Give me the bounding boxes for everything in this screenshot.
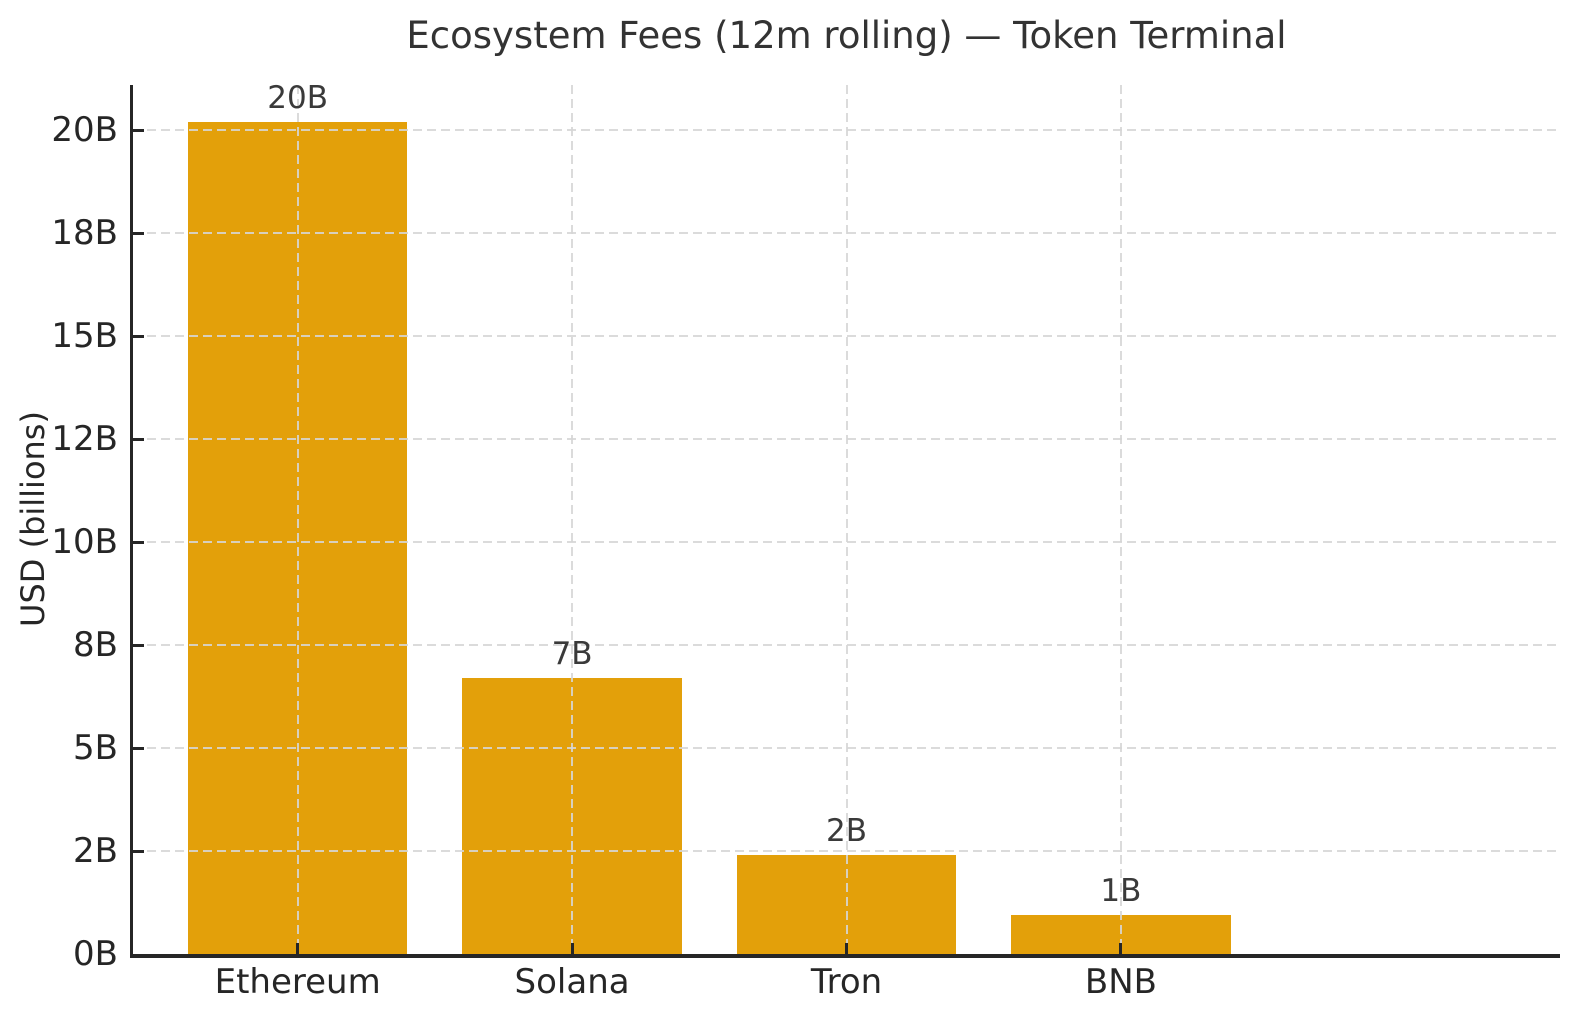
y-tick-mark bbox=[133, 437, 144, 441]
bar-value-label: 20B bbox=[267, 80, 328, 117]
y-tick-mark bbox=[133, 849, 144, 853]
y-tick-mark bbox=[133, 643, 144, 647]
vertical-gridline bbox=[296, 85, 299, 954]
x-tick-label: Tron bbox=[810, 962, 883, 1002]
vertical-gridline bbox=[845, 85, 848, 954]
x-tick-label: Solana bbox=[514, 962, 630, 1002]
y-tick-mark bbox=[133, 540, 144, 544]
x-tick-mark bbox=[570, 943, 574, 954]
x-tick-label: BNB bbox=[1084, 962, 1157, 1002]
bar-value-label: 2B bbox=[826, 813, 867, 850]
y-axis-spine bbox=[129, 85, 133, 957]
chart-title: Ecosystem Fees (12m rolling) — Token Ter… bbox=[406, 14, 1287, 57]
y-tick-label: 5B bbox=[73, 728, 118, 769]
y-tick-label: 0B bbox=[73, 934, 118, 974]
plot-area: 20B 7B 2B 1B bbox=[129, 80, 1560, 958]
vertical-gridline bbox=[571, 85, 574, 954]
y-tick-label: 18B bbox=[51, 213, 118, 254]
vertical-gridline bbox=[1119, 85, 1122, 954]
y-tick-label: 15B bbox=[51, 316, 118, 357]
y-tick-mark bbox=[133, 128, 144, 132]
x-axis-spine bbox=[129, 954, 1560, 958]
x-tick-mark bbox=[296, 943, 300, 954]
y-tick-mark bbox=[133, 231, 144, 235]
y-tick-label: 12B bbox=[51, 419, 118, 460]
x-tick-label: Ethereum bbox=[214, 962, 381, 1002]
y-tick-label: 2B bbox=[73, 831, 118, 872]
x-tick-mark bbox=[845, 943, 848, 954]
y-tick-mark bbox=[133, 746, 144, 750]
y-tick-label: 10B bbox=[51, 522, 118, 563]
y-tick-label: 20B bbox=[51, 110, 118, 151]
y-tick-mark bbox=[133, 334, 144, 338]
y-tick-label: 8B bbox=[73, 625, 118, 666]
x-tick-mark bbox=[1119, 943, 1123, 954]
bar-value-label: 1B bbox=[1100, 872, 1142, 909]
bar-value-label: 7B bbox=[551, 636, 593, 673]
